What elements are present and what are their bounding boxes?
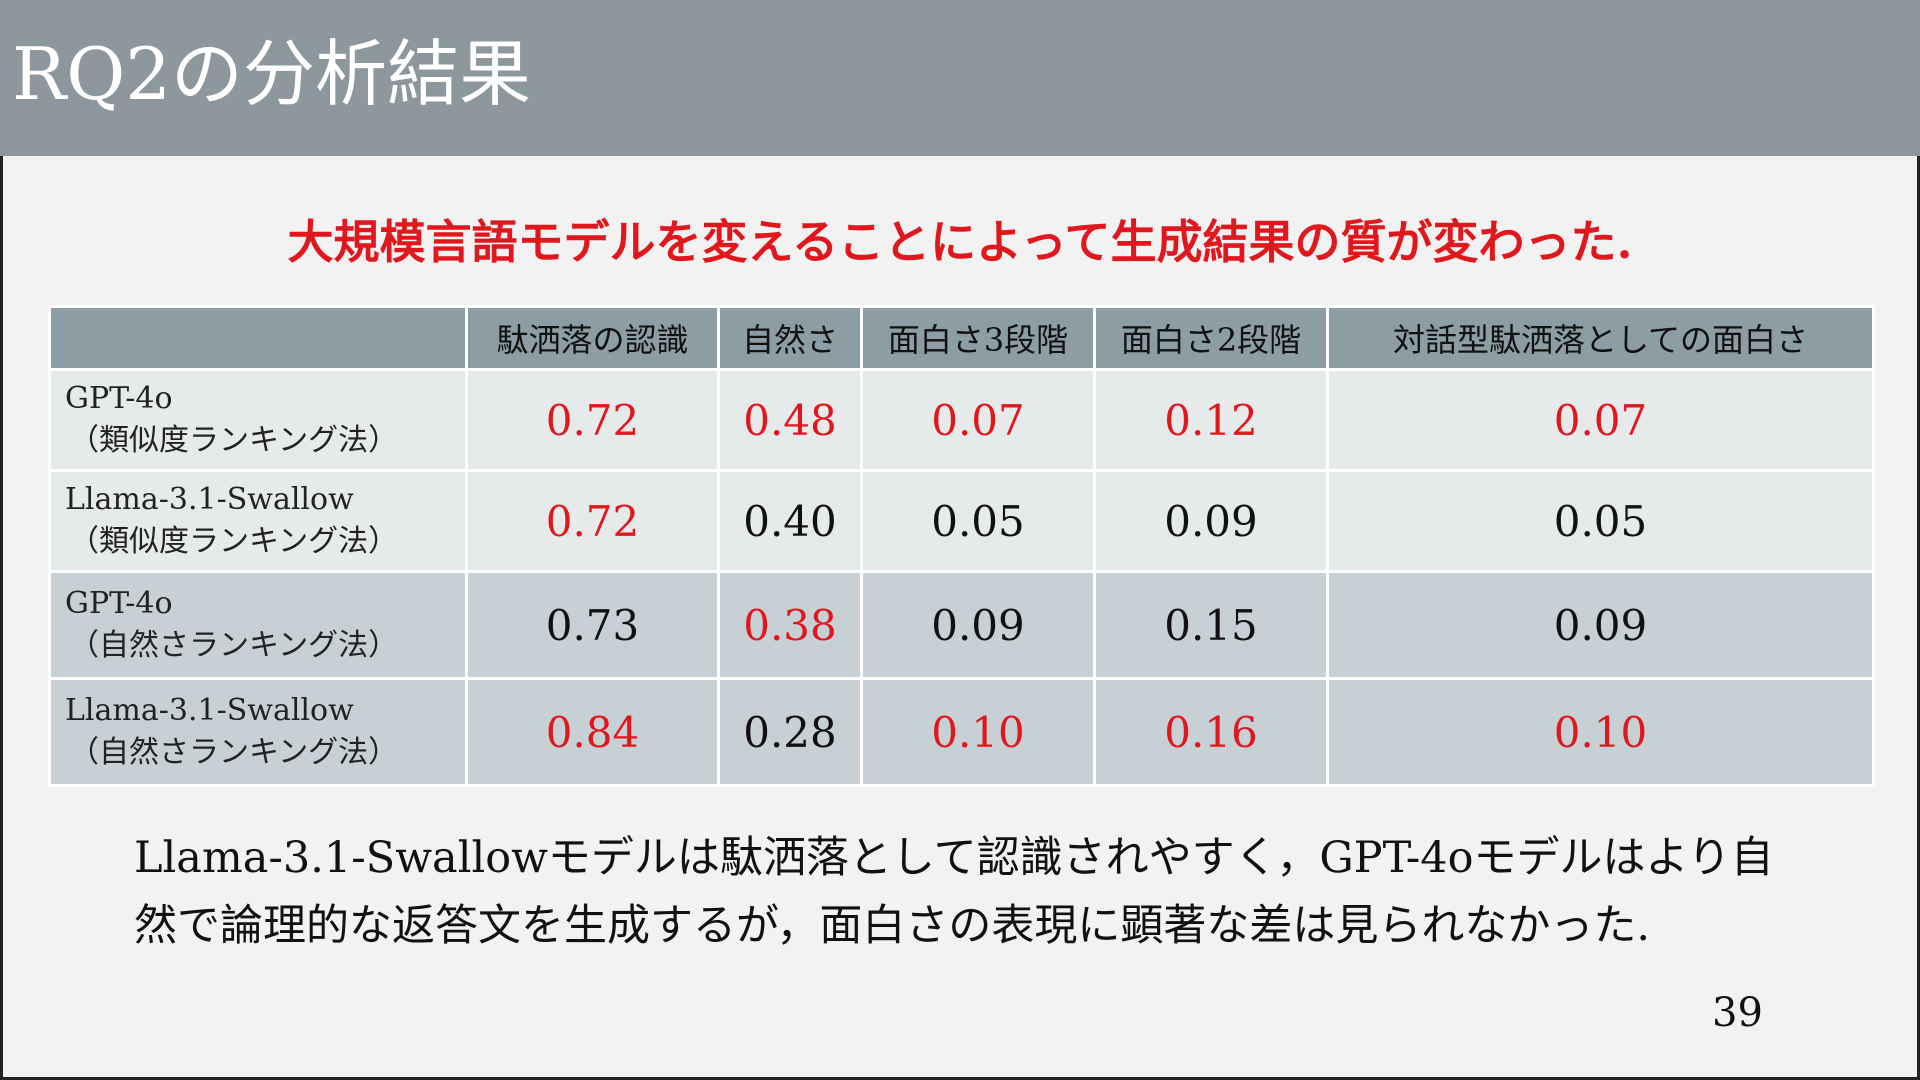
model-name: GPT-4o	[65, 381, 173, 416]
model-name: GPT-4o	[65, 586, 173, 621]
header-corner	[48, 305, 468, 371]
value-cell: 0.10	[860, 677, 1096, 787]
slide-frame-left	[0, 156, 3, 1080]
model-cell: GPT-4o （類似度ランキング法）	[48, 368, 468, 472]
header-pun-recognition: 駄洒落の認識	[465, 305, 720, 371]
value-cell: 0.09	[1326, 570, 1875, 680]
value-cell: 0.48	[717, 368, 863, 472]
page-number: 39	[1712, 990, 1763, 1036]
header-funniness-2-level: 面白さ2段階	[1093, 305, 1329, 371]
table-row: GPT-4o （類似度ランキング法） 0.72 0.48 0.07 0.12 0…	[48, 368, 1875, 472]
slide-frame-bottom	[0, 1077, 1920, 1080]
value-cell: 0.28	[717, 677, 863, 787]
value-cell: 0.05	[860, 469, 1096, 573]
table-row: GPT-4o （自然さランキング法） 0.73 0.38 0.09 0.15 0…	[48, 570, 1875, 680]
slide-frame-right	[1917, 156, 1920, 1080]
value-cell: 0.10	[1326, 677, 1875, 787]
value-cell: 0.05	[1326, 469, 1875, 573]
value-cell: 0.07	[860, 368, 1096, 472]
value-cell: 0.72	[465, 368, 720, 472]
model-cell: GPT-4o （自然さランキング法）	[48, 570, 468, 680]
slide-title: RQ2の分析結果	[12, 32, 532, 116]
value-cell: 0.15	[1093, 570, 1329, 680]
table-row: Llama-3.1-Swallow （自然さランキング法） 0.84 0.28 …	[48, 677, 1875, 787]
value-cell: 0.09	[1093, 469, 1329, 573]
value-cell: 0.38	[717, 570, 863, 680]
model-cell: Llama-3.1-Swallow （類似度ランキング法）	[48, 469, 468, 573]
model-name: Llama-3.1-Swallow	[65, 482, 354, 517]
value-cell: 0.16	[1093, 677, 1329, 787]
results-table: 駄洒落の認識 自然さ 面白さ3段階 面白さ2段階 対話型駄洒落としての面白さ G…	[48, 305, 1875, 787]
headline: 大規模言語モデルを変えることによって生成結果の質が変わった.	[287, 215, 1633, 269]
table-row: Llama-3.1-Swallow （類似度ランキング法） 0.72 0.40 …	[48, 469, 1875, 573]
summary-text: Llama-3.1-Swallowモデルは駄洒落として認識されやすく，GPT-4…	[134, 833, 1774, 951]
table-header-row: 駄洒落の認識 自然さ 面白さ3段階 面白さ2段階 対話型駄洒落としての面白さ	[48, 305, 1875, 371]
value-cell: 0.09	[860, 570, 1096, 680]
header-dialogue-pun-funniness: 対話型駄洒落としての面白さ	[1326, 305, 1875, 371]
model-cell: Llama-3.1-Swallow （自然さランキング法）	[48, 677, 468, 787]
method-name: （自然さランキング法）	[69, 628, 399, 663]
value-cell: 0.73	[465, 570, 720, 680]
value-cell: 0.72	[465, 469, 720, 573]
model-name: Llama-3.1-Swallow	[65, 693, 354, 728]
header-funniness-3-level: 面白さ3段階	[860, 305, 1096, 371]
method-name: （類似度ランキング法）	[69, 524, 399, 559]
value-cell: 0.40	[717, 469, 863, 573]
value-cell: 0.07	[1326, 368, 1875, 472]
title-bar: RQ2の分析結果	[0, 0, 1920, 156]
value-cell: 0.12	[1093, 368, 1329, 472]
method-name: （類似度ランキング法）	[69, 423, 399, 458]
method-name: （自然さランキング法）	[69, 735, 399, 770]
header-naturalness: 自然さ	[717, 305, 863, 371]
value-cell: 0.84	[465, 677, 720, 787]
